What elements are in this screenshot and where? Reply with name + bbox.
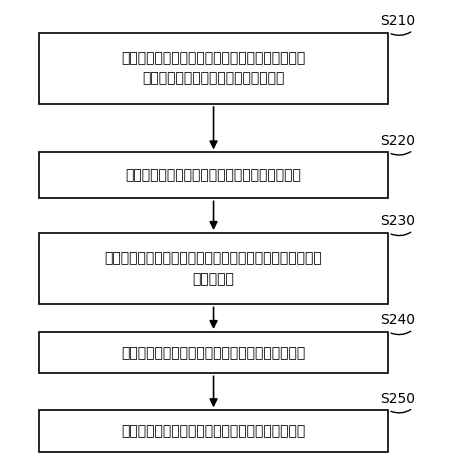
Text: 根据极点以及与极点对应的留数生成等效电路参数: 根据极点以及与极点对应的留数生成等效电路参数	[121, 424, 306, 438]
FancyBboxPatch shape	[39, 152, 389, 199]
FancyBboxPatch shape	[39, 332, 389, 373]
Text: S240: S240	[380, 314, 415, 328]
FancyBboxPatch shape	[39, 410, 389, 452]
Text: 对原始导纳参数进行公共腔的加载参数的去载处理，得到目
标导纳参数: 对原始导纳参数进行公共腔的加载参数的去载处理，得到目 标导纳参数	[105, 251, 322, 286]
FancyBboxPatch shape	[39, 33, 389, 104]
Text: S220: S220	[380, 134, 415, 148]
Text: 对目标散射参数进行转换得对应的原始导纳参数: 对目标散射参数进行转换得对应的原始导纳参数	[126, 168, 301, 183]
Text: 对待调试多工器中待调试滤波器的原始散射参数进
行去相位加载处理，得到目标散射参数: 对待调试多工器中待调试滤波器的原始散射参数进 行去相位加载处理，得到目标散射参数	[121, 51, 306, 86]
FancyBboxPatch shape	[39, 233, 389, 304]
Text: S250: S250	[380, 391, 415, 406]
Text: 提取目标导纳参数中的极点以及与极点对应的留数: 提取目标导纳参数中的极点以及与极点对应的留数	[121, 346, 306, 360]
Text: S230: S230	[380, 214, 415, 228]
Text: S210: S210	[380, 14, 415, 28]
